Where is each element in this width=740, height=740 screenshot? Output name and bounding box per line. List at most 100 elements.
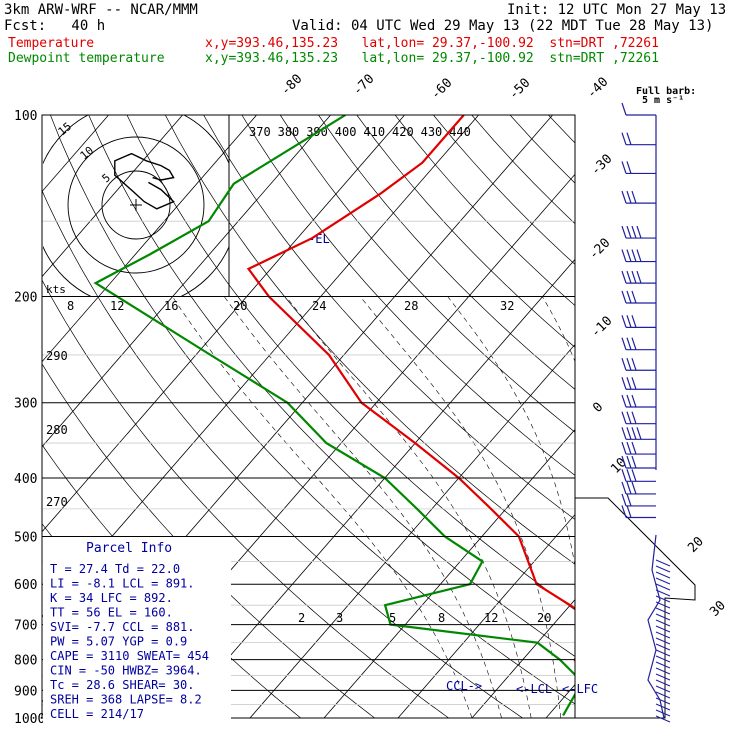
wind-barb: [621, 505, 656, 519]
barb-lower-feather: [655, 637, 671, 645]
isotherm-label: -10: [588, 314, 615, 341]
barb-lower-feather: [655, 685, 671, 693]
valid-time: Valid: 04 UTC Wed 29 May 13 (22 MDT Tue …: [292, 18, 714, 34]
wind-barb-feather: [621, 411, 627, 424]
wind-barb-feather: [631, 337, 637, 350]
moist-adiabat: [285, 296, 532, 719]
hodo-speed-tick: 32: [500, 299, 514, 313]
wind-barb-feather: [621, 290, 627, 304]
barb-lower-feather: [655, 697, 671, 705]
wind-barb-feather: [631, 394, 637, 408]
hodo-speed-tick: 28: [404, 299, 418, 313]
wind-barb-feather: [626, 455, 632, 469]
pressure-label-700: 700: [14, 619, 37, 634]
wind-barb: [621, 270, 656, 284]
theta-e-label: 380: [278, 125, 300, 139]
wind-barb-feather: [626, 337, 632, 350]
lower-right-outline: [575, 497, 696, 719]
isotherm-label: 10: [608, 455, 630, 477]
wind-barb-feather: [631, 315, 637, 328]
pressure-label-800: 800: [14, 654, 37, 669]
forecast-hour: Fcst: 40 h: [4, 18, 106, 34]
hodo-speed-tick: 24: [312, 299, 326, 313]
isotherm: [471, 598, 575, 719]
isotherm: [175, 258, 575, 719]
wind-barb: [621, 469, 656, 482]
isotherm-label: 30: [707, 598, 729, 620]
barb-lower-feather: [655, 715, 671, 723]
wind-barb-feather: [626, 427, 632, 440]
wind-barb-feather: [626, 315, 632, 328]
dry-adiabat: [318, 115, 575, 390]
wind-barb-feather: [621, 481, 627, 495]
temperature-legend-label: Temperature: [8, 36, 95, 51]
isotherm-label: -50: [506, 76, 533, 103]
pressure-label-100: 100: [14, 109, 37, 124]
wind-barb: [621, 249, 656, 263]
wind-barb-feather: [621, 190, 627, 204]
dry-adiabat: [394, 115, 575, 307]
wind-barb-feather: [621, 132, 627, 145]
parcel-info-row: PW = 5.07 YGP = 0.9: [50, 635, 187, 649]
barb-lower-feather: [655, 649, 671, 657]
wind-barb: [621, 225, 656, 239]
isotherm: [323, 428, 575, 719]
isotherm-label: 20: [685, 534, 707, 556]
parcel-info-panel: [43, 537, 231, 729]
dry-adiabat: [663, 115, 740, 718]
wind-barb-feather: [631, 481, 637, 495]
dewpoint-profile: [93, 115, 575, 716]
wind-barb-feather: [621, 337, 627, 350]
theta-e-label: 410: [363, 125, 385, 139]
barb-legend-line2: 5 m s⁻¹: [642, 95, 684, 106]
theta-e-label: 440: [449, 125, 471, 139]
pressure-label-400: 400: [14, 472, 37, 487]
wind-barb: [621, 394, 656, 408]
lfc-annotation: <-LFC: [562, 682, 598, 696]
wind-barb: [621, 315, 656, 328]
barb-lower-feather: [655, 595, 671, 603]
wind-barb-feather: [631, 225, 637, 239]
dry-adiabat: [625, 115, 740, 718]
wind-barb-feather: [631, 441, 637, 455]
wind-barb-feather: [626, 377, 632, 390]
wind-barb-feather: [621, 505, 627, 518]
temperature-legend-info: x,y=393.46,135.23 lat,lon= 29.37,-100.92…: [205, 36, 659, 51]
barb-lower-feather: [655, 709, 671, 717]
isotherm: [620, 115, 740, 718]
barb-lower-feather: [655, 703, 671, 711]
pressure-label-300: 300: [14, 397, 37, 412]
parcel-info-row: TT = 56 EL = 160.: [50, 606, 173, 620]
wind-barb-feather: [621, 358, 627, 371]
dry-adiabat: [548, 115, 575, 144]
wind-barb-feather: [626, 505, 632, 518]
wind-barb-feather: [626, 481, 632, 495]
parcel-info-row: CIN = -50 HWBZ= 3964.: [50, 664, 202, 678]
dry-adiabat: [279, 115, 575, 433]
mixing-ratio-label: 3: [336, 611, 343, 625]
barb-lower-feather: [655, 625, 671, 633]
wind-barb: [621, 132, 656, 146]
wind-barb-feather: [631, 427, 637, 440]
wind-barb-feather: [621, 455, 627, 469]
wind-barb: [621, 493, 656, 507]
moist-adiabat: [447, 296, 575, 568]
pressure-label-900: 900: [14, 684, 37, 699]
hodo-speed-tick: 12: [110, 299, 124, 313]
barb-lower-feather: [655, 661, 671, 669]
barb-lower-feather: [655, 643, 671, 651]
isotherm: [397, 513, 575, 719]
wind-barb-feather: [626, 469, 632, 482]
dewpoint-legend-info: x,y=393.46,135.23 lat,lon= 29.37,-100.92…: [205, 51, 659, 66]
isotherm: [42, 115, 405, 533]
wind-barb-feather: [621, 249, 627, 262]
isotherm: [42, 115, 331, 448]
wind-barb-feather: [626, 358, 632, 371]
parcel-info-title: Parcel Info: [86, 541, 172, 556]
wind-barb-feather: [636, 427, 642, 440]
pressure-label-600: 600: [14, 578, 37, 593]
theta-e-label: 400: [335, 125, 357, 139]
el-annotation: -EL: [308, 232, 330, 246]
hodo-speed-tick: 8: [67, 299, 74, 313]
